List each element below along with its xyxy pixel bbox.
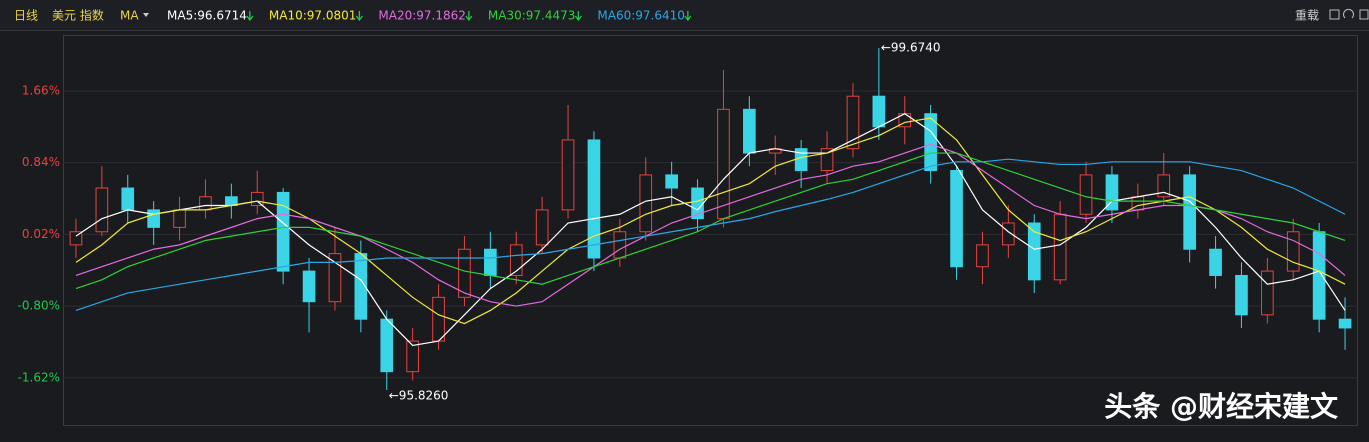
min-annotation: ←95.8260 (389, 389, 449, 403)
candle-body (924, 113, 937, 172)
candle-body (302, 270, 316, 303)
y-tick-label: -1.62% (18, 370, 60, 384)
candle-body (1027, 222, 1041, 281)
candle-body (1157, 174, 1171, 198)
candle-body (950, 170, 963, 268)
candle-body (1183, 174, 1196, 250)
ma-line (75, 143, 1346, 307)
dropdown-caret[interactable] (143, 13, 149, 17)
y-tick-label: 0.02% (22, 227, 60, 241)
candle-body (846, 95, 860, 150)
symbol[interactable]: 美元 指数 (52, 8, 104, 23)
legend-entry[interactable]: MA30:97.4473 (488, 9, 576, 23)
window-icon[interactable] (1359, 9, 1369, 20)
legend-entry[interactable]: MA10:97.0801 (269, 9, 357, 23)
legend-arrow (684, 11, 692, 22)
candle-body (561, 139, 575, 211)
toolbar (0, 0, 1369, 30)
candle-body (1002, 222, 1015, 246)
candle-body (173, 209, 186, 228)
refresh-icon[interactable] (1343, 9, 1354, 19)
legend-arrow (465, 11, 473, 22)
legend-arrow (246, 11, 254, 22)
legend-entry[interactable]: MA60:97.6410 (597, 9, 685, 23)
candle-body (406, 340, 419, 373)
candle-body (509, 244, 523, 276)
candle-body (458, 248, 471, 298)
candle-body (1105, 174, 1119, 211)
candle-body (328, 253, 342, 303)
indicator-select[interactable]: MA (120, 9, 139, 23)
candle-body (484, 248, 497, 276)
candle-body (147, 209, 160, 228)
ma-line (75, 158, 1346, 312)
candle-body (276, 191, 290, 272)
candle-body (1338, 318, 1352, 329)
y-tick-label: -0.80% (18, 299, 60, 313)
watermark: 头条 @财经宋建文 (1104, 390, 1338, 423)
candle-body (1053, 213, 1067, 281)
plot-frame (63, 35, 1358, 426)
candle-body (250, 191, 264, 207)
legend-arrow (574, 11, 582, 22)
candle-body (743, 108, 756, 154)
period[interactable]: 日线 (14, 9, 38, 23)
candle-body (639, 174, 653, 233)
candle-body (717, 108, 730, 220)
candle-body (1312, 231, 1326, 320)
candle-body (380, 318, 394, 373)
candle-body (225, 196, 238, 207)
candle-body (535, 209, 549, 246)
legend-arrow (355, 11, 363, 22)
candle-body (976, 244, 989, 268)
y-tick-label: 0.84% (22, 155, 60, 169)
max-annotation: ←99.6740 (881, 41, 941, 55)
legend-entry[interactable]: MA5:96.6714 (167, 9, 247, 23)
candle-body (1235, 274, 1248, 316)
ma-line (75, 117, 1346, 325)
candle-body (1261, 270, 1274, 316)
candle-body (1209, 248, 1222, 276)
candle-body (613, 231, 627, 259)
candle-body (69, 231, 83, 246)
candle-body (872, 95, 886, 128)
candle-body (1286, 231, 1300, 272)
candle-body (1079, 174, 1093, 215)
candle-body (95, 187, 109, 233)
y-tick-label: 1.66% (22, 83, 60, 97)
legend-entry[interactable]: MA20:97.1862 (378, 9, 466, 23)
ma-line (75, 113, 1346, 347)
lock-icon[interactable] (1329, 9, 1340, 20)
candle-body (432, 296, 445, 342)
candle-body (199, 196, 212, 211)
candle-body (820, 148, 834, 172)
candle-body (665, 174, 678, 189)
candle-body (587, 139, 601, 259)
candle-body (121, 187, 135, 211)
reload-button[interactable]: 重载 (1295, 9, 1319, 23)
